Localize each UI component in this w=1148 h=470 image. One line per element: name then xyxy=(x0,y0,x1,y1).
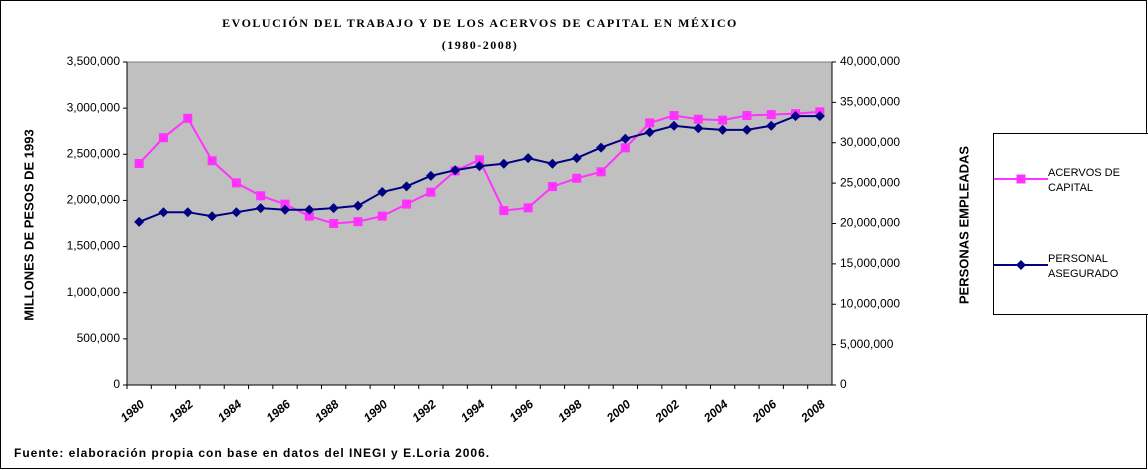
marker xyxy=(718,115,728,125)
marker xyxy=(475,155,484,165)
marker xyxy=(644,127,655,138)
marker xyxy=(766,120,777,131)
legend-swatch xyxy=(994,174,1048,184)
marker xyxy=(182,207,193,218)
marker xyxy=(596,142,607,153)
y-tick-label: 0 xyxy=(113,377,120,391)
marker xyxy=(693,114,703,124)
marker xyxy=(425,170,436,181)
y-axis-title: MILLONES DE PESOS DE 1993 xyxy=(21,129,36,320)
y-tick-label: 1,500,000 xyxy=(67,239,121,253)
source-note: Fuente: elaboración propia con base en d… xyxy=(14,446,490,460)
marker xyxy=(474,161,485,172)
marker xyxy=(328,203,339,214)
marker xyxy=(523,153,534,164)
marker xyxy=(717,124,728,135)
y2-tick-label: 25,000,000 xyxy=(840,175,900,189)
marker xyxy=(669,111,679,121)
marker xyxy=(572,173,582,183)
marker xyxy=(547,182,557,192)
marker xyxy=(1016,260,1026,270)
marker xyxy=(814,111,825,122)
y-tick-label: 2,500,000 xyxy=(67,146,121,160)
y2-tick-label: 15,000,000 xyxy=(840,256,900,270)
legend-item: PERSONAL ASEGURADO xyxy=(994,250,1148,290)
marker xyxy=(183,113,193,123)
y2-tick-label: 5,000,000 xyxy=(840,337,894,351)
y-tick-label: 500,000 xyxy=(77,331,121,345)
marker xyxy=(620,133,631,144)
marker xyxy=(280,204,291,215)
marker xyxy=(158,207,169,218)
marker xyxy=(352,200,363,211)
legend-label: ACERVOS DE CAPITAL xyxy=(1048,167,1120,194)
y-tick-label: 2,000,000 xyxy=(67,193,121,207)
marker xyxy=(231,207,242,218)
y-tick-label: 3,500,000 xyxy=(67,54,121,68)
marker xyxy=(377,187,388,198)
marker xyxy=(207,156,217,166)
marker xyxy=(256,191,266,201)
marker xyxy=(158,133,168,143)
marker xyxy=(790,111,801,122)
marker xyxy=(742,111,752,121)
marker xyxy=(620,143,630,153)
plot-area xyxy=(126,61,833,386)
marker xyxy=(693,123,704,134)
marker xyxy=(280,199,290,209)
marker xyxy=(668,120,679,131)
marker xyxy=(1016,174,1026,184)
marker xyxy=(571,153,582,164)
marker xyxy=(426,187,436,197)
y-tick-label: 1,000,000 xyxy=(67,285,121,299)
marker xyxy=(231,178,241,188)
legend: ACERVOS DE CAPITAL PERSONAL ASEGURADO xyxy=(993,133,1148,315)
y2-tick-label: 40,000,000 xyxy=(840,54,900,68)
marker xyxy=(255,203,266,214)
marker xyxy=(499,206,509,216)
marker xyxy=(596,167,606,177)
marker xyxy=(304,211,314,221)
y2-tick-label: 30,000,000 xyxy=(840,135,900,149)
marker xyxy=(207,211,218,222)
chart-title: EVOLUCIÓN DEL TRABAJO Y DE LOS ACERVOS D… xyxy=(222,16,738,30)
y2-tick-label: 0 xyxy=(840,377,847,391)
marker xyxy=(134,159,144,169)
y-tick-label: 3,000,000 xyxy=(67,100,121,114)
marker xyxy=(450,165,461,176)
marker xyxy=(134,216,145,227)
chart-subtitle: (1980-2008) xyxy=(442,38,519,52)
marker xyxy=(402,199,412,209)
legend-item: ACERVOS DE CAPITAL xyxy=(994,164,1148,204)
marker xyxy=(645,118,655,128)
y2-tick-label: 35,000,000 xyxy=(840,95,900,109)
y2-axis-title: PERSONAS EMPLEADAS xyxy=(956,146,971,305)
y2-tick-label: 20,000,000 xyxy=(840,216,900,230)
marker xyxy=(498,158,509,169)
legend-label: PERSONAL ASEGURADO xyxy=(1048,253,1119,280)
marker xyxy=(547,158,558,169)
marker xyxy=(401,181,412,192)
marker xyxy=(304,204,315,215)
legend-swatch xyxy=(994,260,1048,270)
marker xyxy=(329,219,339,228)
y2-tick-label: 10,000,000 xyxy=(840,296,900,310)
marker xyxy=(741,124,752,135)
marker xyxy=(766,110,776,120)
marker xyxy=(523,203,533,213)
marker xyxy=(353,217,363,227)
marker xyxy=(377,211,387,221)
